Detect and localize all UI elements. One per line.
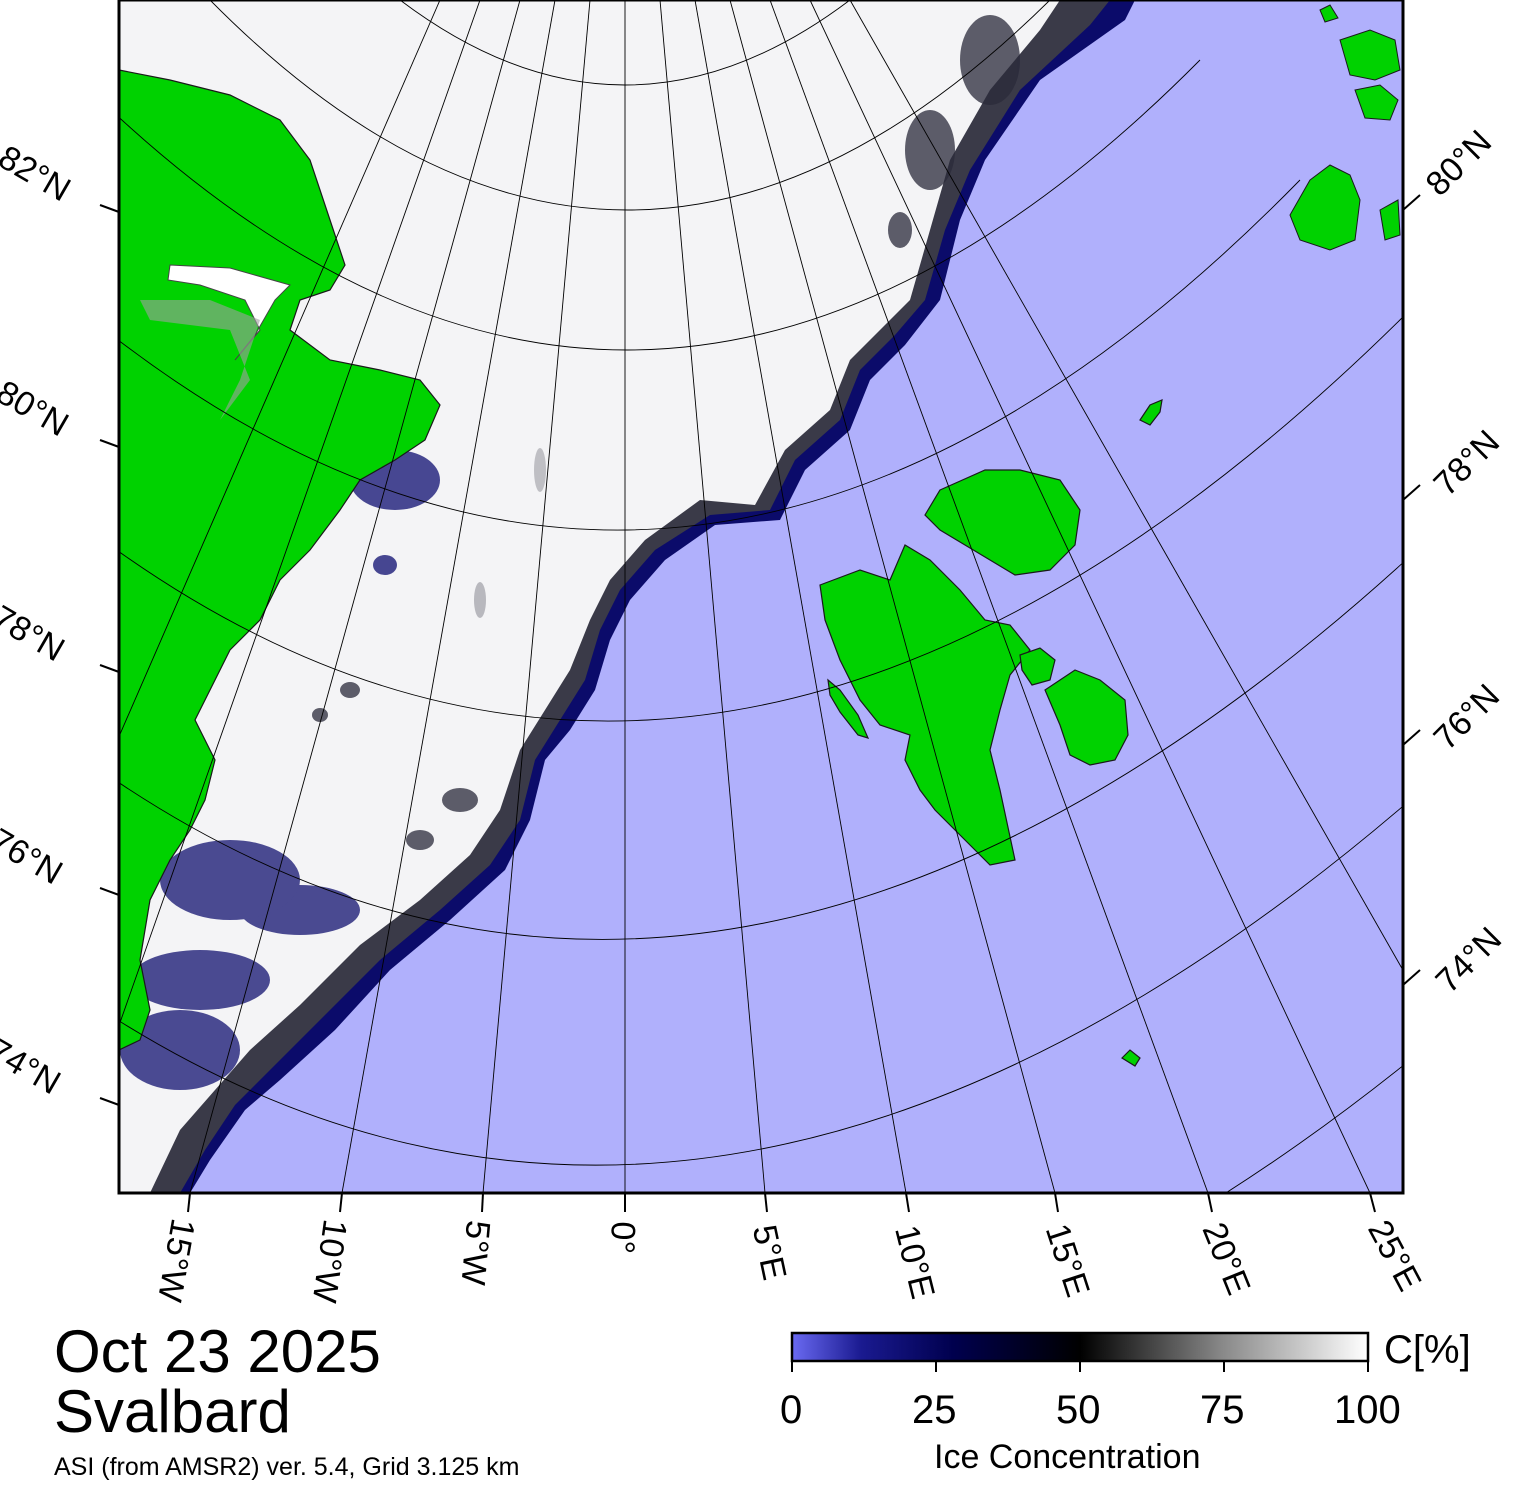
colorbar-title: Ice Concentration <box>934 1438 1201 1476</box>
colorbar-tick-25: 25 <box>912 1388 957 1432</box>
colorbar-ticks <box>791 1361 1369 1372</box>
pack-ice <box>119 0 1060 1193</box>
colorbar-tick-100: 100 <box>1334 1388 1401 1432</box>
colorbar-tick-0: 0 <box>780 1388 803 1432</box>
product-description: ASI (from AMSR2) ver. 5.4, Grid 3.125 km <box>54 1453 520 1481</box>
colorbar-tick-75: 75 <box>1200 1388 1245 1432</box>
map-border <box>117 0 1405 1195</box>
longitude-lines <box>119 0 1403 1193</box>
colorbar-unit: C[%] <box>1384 1328 1471 1372</box>
spitsbergen-land <box>819 544 1031 866</box>
tick-marks <box>99 194 1421 1213</box>
colorbar-tick-50: 50 <box>1056 1388 1101 1432</box>
nordaustlandet-land <box>924 469 1081 576</box>
greenland-fjord <box>167 264 291 361</box>
colorbar <box>790 1331 1370 1363</box>
bjornoya-land <box>1121 1049 1141 1067</box>
lon-label-5w: 5°W <box>453 1218 497 1287</box>
map-region: Svalbard <box>54 1378 291 1445</box>
barentsoya-land <box>1019 647 1056 686</box>
map-date: Oct 23 2025 <box>54 1318 381 1385</box>
broken-ice-patches <box>120 15 1020 1090</box>
prins-karls-forland <box>827 678 870 739</box>
latitude-lines <box>119 0 1403 1193</box>
greenland-glacier-tongue <box>140 300 260 420</box>
edgeoya-land <box>1044 669 1129 766</box>
franz-josef-land <box>1289 4 1401 251</box>
kvitoya-land <box>1139 399 1163 426</box>
lon-label-0: 0° <box>602 1220 642 1255</box>
